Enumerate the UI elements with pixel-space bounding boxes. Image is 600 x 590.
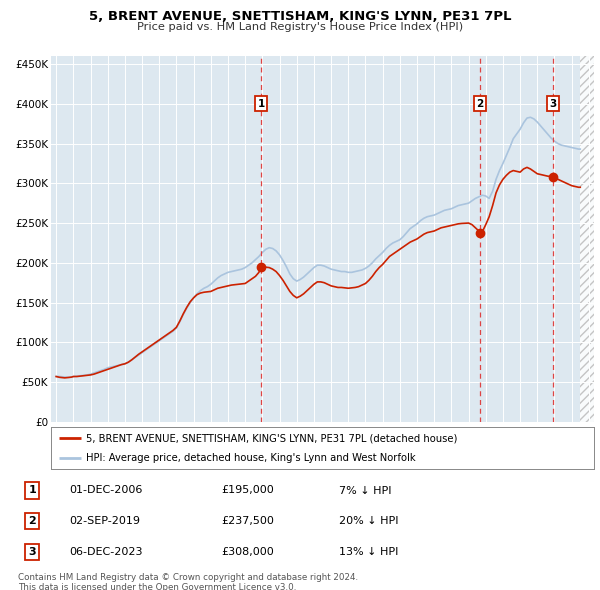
Text: 3: 3: [28, 547, 36, 557]
Text: £308,000: £308,000: [221, 547, 274, 557]
Text: 13% ↓ HPI: 13% ↓ HPI: [340, 547, 399, 557]
Text: Contains HM Land Registry data © Crown copyright and database right 2024.: Contains HM Land Registry data © Crown c…: [18, 573, 358, 582]
Text: 02-SEP-2019: 02-SEP-2019: [69, 516, 140, 526]
Text: 5, BRENT AVENUE, SNETTISHAM, KING'S LYNN, PE31 7PL (detached house): 5, BRENT AVENUE, SNETTISHAM, KING'S LYNN…: [86, 433, 458, 443]
Text: 20% ↓ HPI: 20% ↓ HPI: [340, 516, 399, 526]
Text: Price paid vs. HM Land Registry's House Price Index (HPI): Price paid vs. HM Land Registry's House …: [137, 22, 463, 32]
Text: HPI: Average price, detached house, King's Lynn and West Norfolk: HPI: Average price, detached house, King…: [86, 453, 416, 463]
Text: This data is licensed under the Open Government Licence v3.0.: This data is licensed under the Open Gov…: [18, 583, 296, 590]
Text: £237,500: £237,500: [221, 516, 274, 526]
Text: 06-DEC-2023: 06-DEC-2023: [69, 547, 142, 557]
Text: 7% ↓ HPI: 7% ↓ HPI: [340, 486, 392, 496]
Text: 2: 2: [476, 99, 484, 109]
Text: 1: 1: [28, 486, 36, 496]
Text: 01-DEC-2006: 01-DEC-2006: [69, 486, 142, 496]
Text: £195,000: £195,000: [221, 486, 274, 496]
Text: 3: 3: [550, 99, 557, 109]
Text: 5, BRENT AVENUE, SNETTISHAM, KING'S LYNN, PE31 7PL: 5, BRENT AVENUE, SNETTISHAM, KING'S LYNN…: [89, 10, 511, 23]
Text: 1: 1: [257, 99, 265, 109]
Text: 2: 2: [28, 516, 36, 526]
